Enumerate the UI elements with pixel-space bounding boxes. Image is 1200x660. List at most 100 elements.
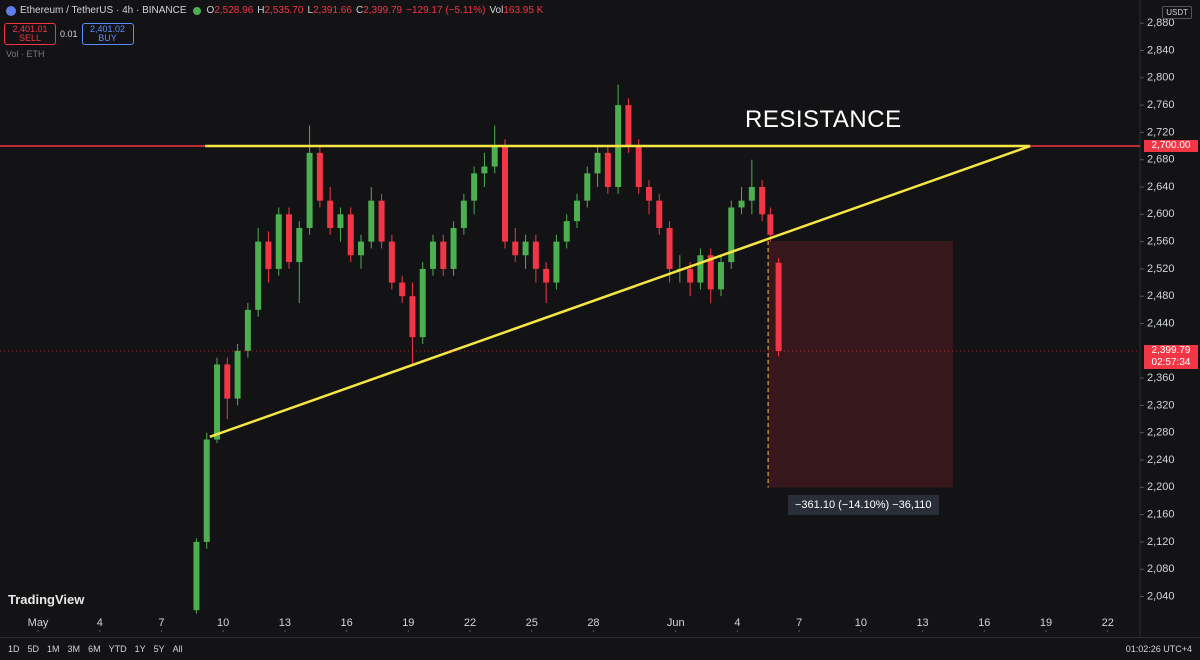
y-tick-label: 2,320: [1147, 399, 1175, 411]
ohlc-value: 2,399.79: [363, 5, 403, 16]
candle-body: [388, 241, 395, 283]
y-tick-label: 2,880: [1147, 17, 1175, 29]
range-button[interactable]: 1Y: [134, 644, 146, 654]
x-tick-label: 10: [855, 617, 867, 629]
countdown: 02:57:34: [1151, 356, 1191, 368]
buy-button[interactable]: 2,401.02 BUY: [81, 23, 134, 45]
candle-body: [244, 309, 251, 351]
x-tick-label: Jun: [667, 617, 685, 629]
symbol-header: Ethereum / TetherUS · 4h · BINANCE O2,52…: [6, 5, 543, 16]
candle-body: [368, 200, 375, 242]
x-tick-label: 22: [464, 617, 476, 629]
x-tick-label: 13: [916, 617, 928, 629]
range-button[interactable]: 3M: [67, 644, 81, 654]
status-dot: [192, 6, 201, 15]
x-tick-label: 19: [402, 617, 414, 629]
candle-body: [563, 221, 570, 242]
candle-body: [635, 146, 642, 188]
ohlc-item: C2,399.79: [356, 5, 402, 16]
sell-price: 2,401.01: [12, 24, 48, 34]
range-button[interactable]: 1D: [8, 644, 20, 654]
y-tick-label: 2,840: [1147, 44, 1175, 56]
y-tick-label: 2,560: [1147, 236, 1175, 248]
y-tick-label: 2,600: [1147, 208, 1175, 220]
measure-label: −361.10 (−14.10%) −36,110: [788, 495, 939, 515]
y-tick-label: 2,800: [1147, 72, 1175, 84]
candle-body: [234, 350, 241, 399]
buy-price: 2,401.02: [90, 24, 126, 34]
candle-body: [255, 241, 262, 310]
x-tick-label: 10: [217, 617, 229, 629]
x-tick-label: 19: [1040, 617, 1052, 629]
range-button[interactable]: YTD: [108, 644, 127, 654]
candle-body: [594, 152, 601, 174]
ohlc-key: C: [355, 5, 364, 16]
candle-body: [512, 241, 519, 256]
y-tick-label: 2,720: [1147, 126, 1175, 138]
ohlc-item: H2,535.70: [257, 5, 303, 16]
candle-body: [430, 241, 437, 269]
candle-body: [625, 105, 632, 147]
y-tick-label: 2,360: [1147, 372, 1175, 384]
volume-legend: Vol · ETH: [6, 49, 45, 59]
buy-label: BUY: [98, 33, 117, 43]
range-button[interactable]: 5Y: [153, 644, 165, 654]
x-tick-label: 7: [796, 617, 802, 629]
candle-body: [214, 364, 221, 440]
candle-body: [203, 439, 210, 542]
candle-body: [717, 262, 724, 290]
last-price: 2,399.79: [1151, 344, 1191, 356]
range-button[interactable]: 6M: [88, 644, 101, 654]
y-tick-label: 2,240: [1147, 454, 1175, 466]
candle-body: [275, 214, 282, 269]
range-button[interactable]: All: [172, 644, 183, 654]
candle-body: [399, 282, 406, 297]
x-tick-label: 22: [1102, 617, 1114, 629]
range-button[interactable]: 1M: [47, 644, 60, 654]
candle-body: [306, 152, 313, 228]
candle-body: [481, 166, 488, 174]
candle-body: [759, 187, 766, 215]
y-tick-label: 2,640: [1147, 181, 1175, 193]
candle-body: [687, 268, 694, 283]
candle-body: [316, 152, 323, 201]
candle-body: [450, 227, 457, 269]
x-tick-label: 16: [340, 617, 352, 629]
currency-button[interactable]: USDT: [1162, 6, 1192, 19]
candle-body: [707, 255, 714, 290]
x-tick-label: 13: [279, 617, 291, 629]
spread: 0.01: [60, 29, 78, 39]
y-tick-label: 2,480: [1147, 290, 1175, 302]
candle-body: [522, 241, 529, 256]
candle-body: [532, 241, 539, 269]
candle-body: [775, 262, 782, 351]
ohlc-key: H: [257, 5, 265, 16]
candle-body: [460, 200, 467, 228]
sell-button[interactable]: 2,401.01 SELL: [4, 23, 56, 45]
bottom-toolbar: 01:02:26 UTC+4 1D 5D 1M 3M 6M YTD 1Y 5Y All: [0, 637, 1200, 660]
candle-body: [543, 268, 550, 283]
logo: TradingView: [8, 592, 85, 607]
candle-body: [645, 187, 652, 201]
candle-body: [501, 146, 508, 242]
clock: 01:02:26 UTC+4: [1125, 644, 1192, 654]
candle-body: [738, 200, 745, 208]
x-tick-label: 4: [734, 617, 740, 629]
candle-body: [728, 207, 735, 263]
candle-body: [440, 241, 447, 269]
x-tick-label: 16: [978, 617, 990, 629]
measure-box: [768, 240, 954, 488]
candle-body: [666, 227, 673, 269]
x-tick-label: 4: [97, 617, 103, 629]
ohlc-value: 2,535.70: [264, 5, 304, 16]
x-tick-label: 7: [158, 617, 164, 629]
candle-body: [573, 200, 580, 222]
candle-body: [378, 200, 385, 242]
candle-body: [553, 241, 560, 283]
change: −129.17 (−5.11%): [406, 5, 486, 16]
vol-value: 163.95 K: [503, 5, 544, 16]
range-button[interactable]: 5D: [27, 644, 40, 654]
ohlc: O2,528.96 H2,535.70 L2,391.66 C2,399.79: [207, 5, 403, 16]
symbol: Ethereum / TetherUS · 4h · BINANCE: [20, 5, 187, 16]
